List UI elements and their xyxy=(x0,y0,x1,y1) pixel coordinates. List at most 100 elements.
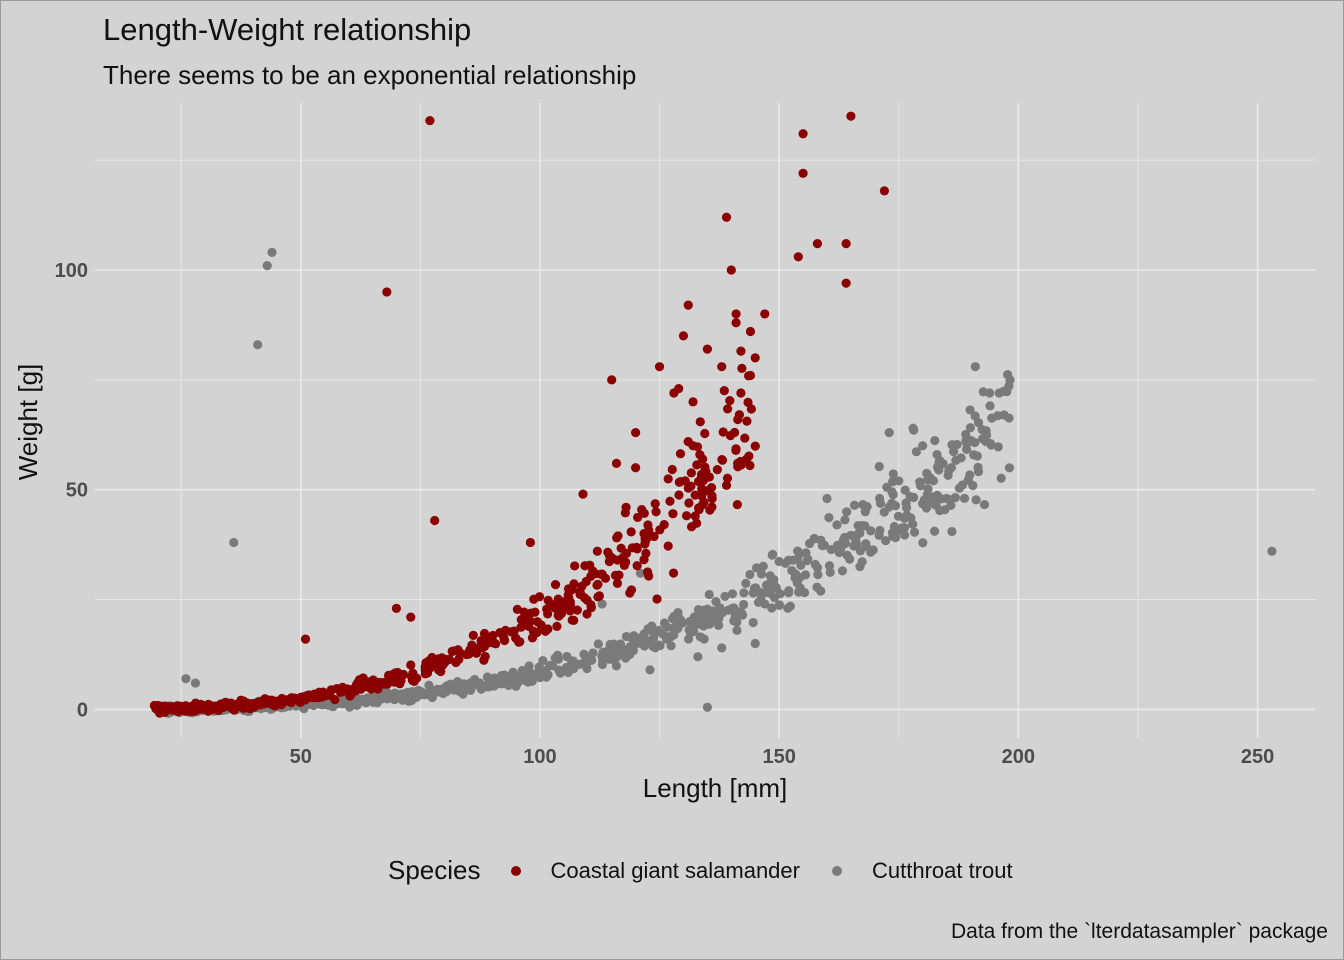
salamander-point xyxy=(592,546,602,556)
trout-point xyxy=(819,540,829,550)
trout-point xyxy=(671,621,681,631)
trout-point xyxy=(909,527,920,537)
trout-point xyxy=(887,498,897,508)
trout-point xyxy=(836,544,846,554)
trout-point xyxy=(588,648,598,658)
trout-point xyxy=(860,507,870,517)
trout-point xyxy=(874,530,884,540)
trout-point xyxy=(702,702,712,712)
salamander-point xyxy=(543,624,553,634)
trout-point xyxy=(986,440,996,450)
trout-point xyxy=(666,631,676,642)
chart-subtitle: There seems to be an exponential relatio… xyxy=(103,60,637,90)
salamander-point xyxy=(480,651,490,662)
salamander-point xyxy=(745,326,756,337)
salamander-point xyxy=(366,684,376,694)
salamander-point xyxy=(618,552,628,563)
salamander-point xyxy=(798,129,808,139)
salamander-point xyxy=(745,370,756,381)
trout-point xyxy=(748,617,758,628)
salamander-point xyxy=(519,607,529,617)
salamander-point xyxy=(525,616,536,626)
trout-point xyxy=(717,643,727,653)
salamander-point xyxy=(577,581,587,591)
trout-point xyxy=(657,629,668,639)
trout-point xyxy=(900,530,910,540)
trout-point xyxy=(810,559,820,570)
trout-point xyxy=(598,647,608,657)
salamander-point xyxy=(499,635,510,646)
salamander-point xyxy=(702,344,712,354)
trout-point xyxy=(792,554,803,564)
trout-point xyxy=(780,558,791,569)
trout-point xyxy=(899,523,910,533)
trout-point xyxy=(970,437,980,448)
trout-point xyxy=(517,665,527,676)
salamander-point xyxy=(651,507,661,517)
salamander-point xyxy=(607,375,617,385)
salamander-point xyxy=(654,362,665,372)
trout-point xyxy=(533,669,544,679)
salamander-point xyxy=(717,455,728,465)
salamander-point xyxy=(668,509,678,519)
trout-point xyxy=(952,439,962,450)
salamander-point xyxy=(198,703,208,713)
trout-point xyxy=(190,678,201,688)
trout-point xyxy=(906,513,916,523)
salamander-point xyxy=(611,458,622,468)
trout-point xyxy=(961,436,971,446)
trout-point xyxy=(372,694,382,704)
x-tick-label: 150 xyxy=(762,746,795,768)
trout-point xyxy=(737,610,748,620)
trout-point xyxy=(946,463,956,473)
salamander-point xyxy=(613,531,623,541)
trout-point xyxy=(262,260,272,271)
trout-point xyxy=(849,500,860,510)
trout-point xyxy=(771,582,781,593)
trout-point xyxy=(900,485,910,495)
salamander-point xyxy=(700,428,710,439)
salamander-point xyxy=(668,568,679,578)
salamander-point xyxy=(750,441,760,451)
trout-point xyxy=(985,401,995,411)
salamander-point xyxy=(567,615,577,625)
salamander-point xyxy=(279,697,289,707)
trout-point xyxy=(824,513,834,523)
trout-point xyxy=(888,469,898,479)
salamander-point xyxy=(357,673,367,684)
trout-point xyxy=(730,611,740,621)
trout-point xyxy=(768,549,778,559)
trout-point xyxy=(866,526,876,536)
salamander-point xyxy=(421,658,431,668)
salamander-point xyxy=(572,605,582,615)
salamander-point xyxy=(184,702,194,712)
salamander-point xyxy=(678,331,689,341)
salamander-point xyxy=(669,388,679,398)
salamander-point xyxy=(603,547,613,557)
trout-point xyxy=(949,447,959,457)
trout-point xyxy=(267,247,277,258)
trout-point xyxy=(950,492,960,503)
salamander-point xyxy=(391,672,401,682)
trout-point xyxy=(645,665,655,675)
salamander-point xyxy=(676,476,686,487)
salamander-point xyxy=(516,615,526,625)
trout-point xyxy=(774,600,785,610)
trout-point xyxy=(712,605,722,616)
salamander-point xyxy=(332,684,342,694)
salamander-point xyxy=(632,544,642,554)
salamander-point xyxy=(149,700,159,711)
salamander-point xyxy=(590,569,601,579)
legend-label-salamander: Coastal giant salamander xyxy=(550,857,800,883)
trout-point xyxy=(959,493,970,503)
trout-point xyxy=(935,505,945,516)
salamander-point xyxy=(454,654,464,664)
trout-point xyxy=(925,473,935,483)
salamander-point xyxy=(750,353,760,363)
salamander-point xyxy=(667,464,677,475)
salamander-point xyxy=(384,670,394,680)
salamander-point xyxy=(156,704,167,714)
trout-point xyxy=(915,481,926,491)
salamander-point xyxy=(295,697,306,707)
trout-point xyxy=(683,634,694,644)
